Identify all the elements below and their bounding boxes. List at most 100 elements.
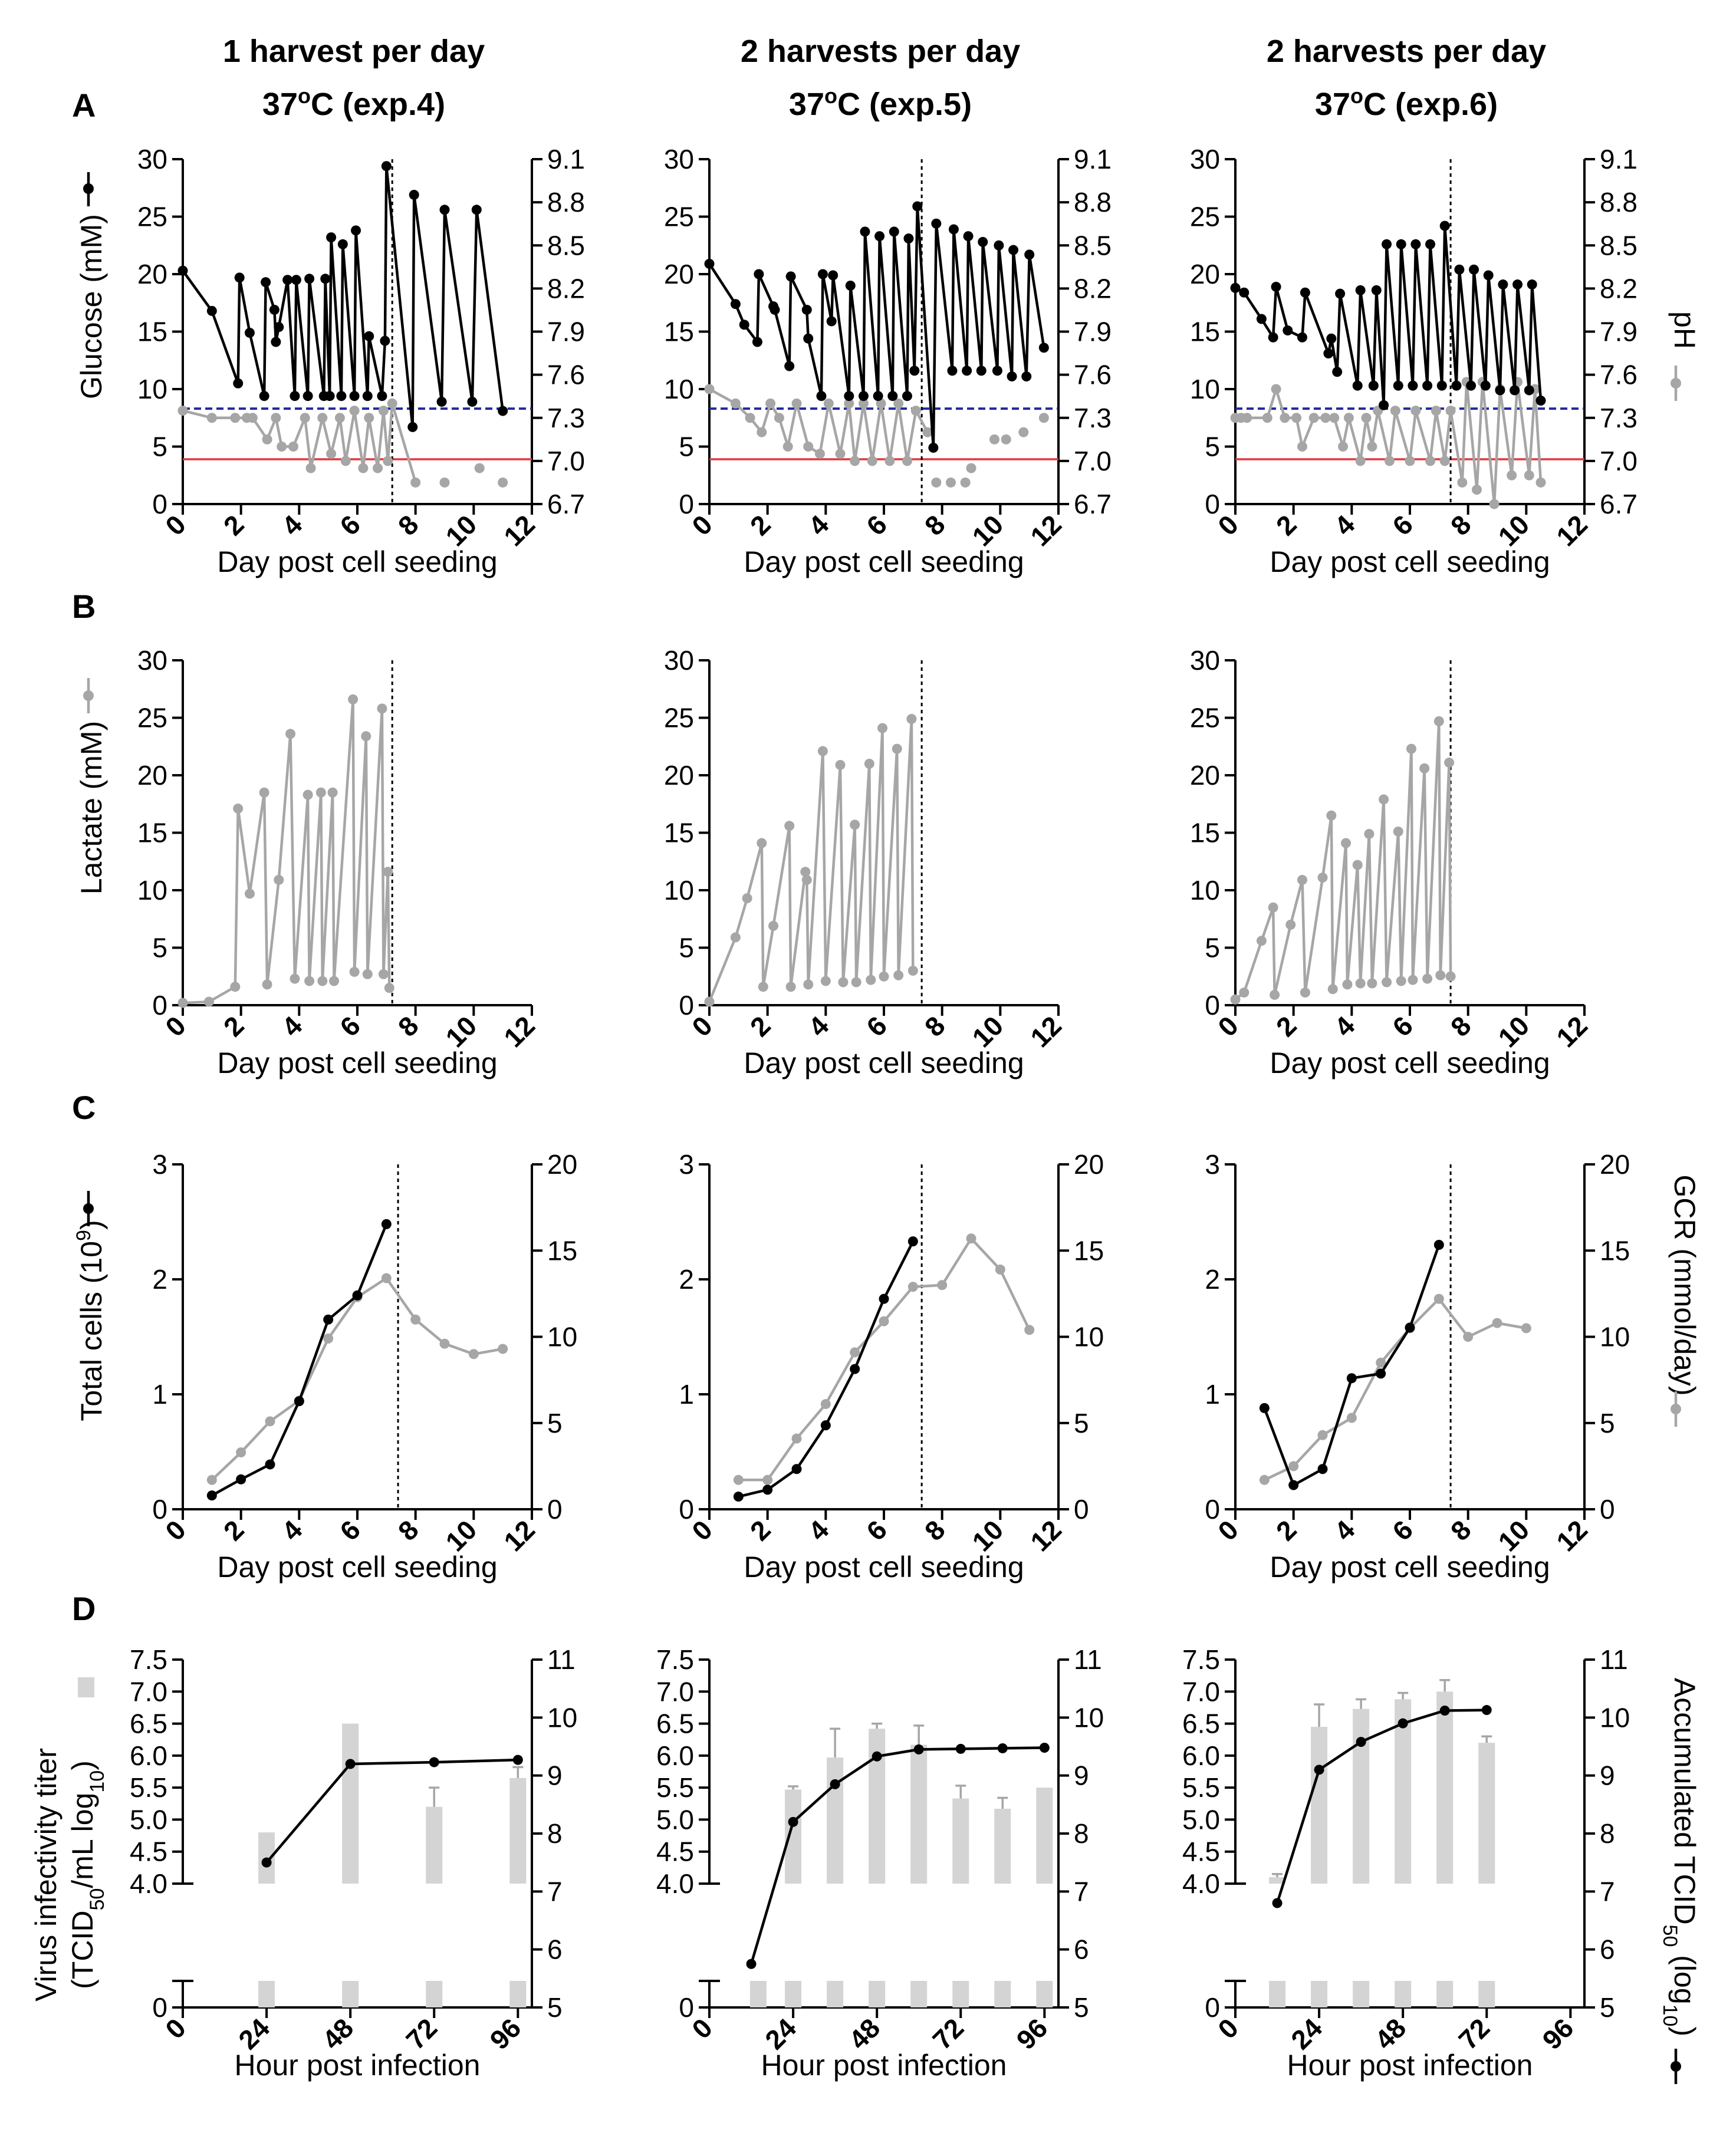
y-tick-label-right: 5 — [547, 1992, 563, 2023]
glucose-point — [1271, 281, 1281, 292]
lactate-point — [1435, 970, 1446, 980]
y-tick-label-right: 7 — [547, 1876, 563, 1907]
ph-point — [1280, 413, 1290, 423]
y-tick-label: 6.5 — [656, 1709, 694, 1739]
titer-bar — [1269, 1877, 1286, 1884]
glucose-point — [1524, 385, 1534, 396]
glucose-point — [326, 232, 337, 243]
y-tick-label-right: 8.5 — [1600, 230, 1637, 261]
lactate-point — [1352, 860, 1363, 870]
total-cells-line — [738, 1240, 915, 1498]
glucose-line — [1234, 225, 1543, 406]
y-tick-label-right: 7.9 — [547, 317, 585, 347]
lactate-point — [785, 982, 796, 992]
glucose-point — [976, 366, 987, 376]
y-tick-label: 20 — [137, 259, 167, 289]
ph-point — [858, 398, 869, 409]
ph-point — [1343, 413, 1354, 423]
y-tick-label: 1 — [679, 1379, 694, 1410]
titer-legend-icon — [78, 1677, 94, 1697]
lactate-point — [259, 787, 269, 798]
y-tick-label-right: 8.5 — [547, 230, 585, 261]
glucose-point — [1535, 396, 1546, 406]
gcr-point — [995, 1264, 1005, 1275]
ph-point — [745, 413, 755, 423]
y-tick-label: 20 — [664, 259, 694, 289]
y-tick-label: 10 — [664, 374, 694, 404]
y-tick-label-right: 9.1 — [1600, 144, 1637, 175]
ph-point — [1524, 470, 1534, 480]
y-tick-label-right: 8 — [1074, 1818, 1089, 1849]
x-tick-label: 8 — [392, 1010, 425, 1042]
lactate-point — [1406, 743, 1416, 754]
y-tick-label: 2 — [152, 1264, 167, 1295]
y-tick-label: 20 — [137, 760, 167, 791]
ph-point — [1297, 442, 1307, 452]
titer-error-bar — [1398, 1691, 1409, 1700]
y-tick-label-right: 8 — [547, 1818, 563, 1849]
ph-point — [349, 406, 360, 416]
gcr-point — [733, 1474, 744, 1485]
y-tick-label-right: 7 — [1600, 1876, 1615, 1907]
x-tick-label: 6 — [1386, 509, 1419, 541]
ph-point — [850, 456, 860, 466]
lactate-point — [803, 979, 814, 990]
ph-point — [340, 456, 351, 466]
gcr-legend-icon — [1671, 1391, 1681, 1427]
y-tick-label: 5 — [1205, 432, 1220, 462]
x-tick-label: 4 — [803, 509, 835, 541]
ph-point — [358, 463, 369, 473]
y-tick-label: 5 — [1205, 933, 1220, 963]
glucose-point — [1283, 325, 1293, 336]
ph-point — [1390, 406, 1400, 416]
y-tick-label: 25 — [664, 703, 694, 733]
panel-label-d: D — [72, 1590, 96, 1627]
x-tick-label: 12 — [498, 1010, 541, 1053]
y-tick-label: 4.0 — [656, 1868, 694, 1899]
y-tick-label: 30 — [137, 645, 167, 676]
x-tick-label: 96 — [484, 2012, 527, 2055]
titer-error-bar — [830, 1727, 841, 1758]
y-tick-label: 30 — [1190, 144, 1220, 175]
ph-point — [922, 427, 933, 437]
x-tick-label: 4 — [803, 1514, 835, 1546]
titer-bar — [1436, 1691, 1454, 1884]
ph-point — [1355, 456, 1366, 466]
titer-error-bar — [788, 1785, 799, 1790]
y-tick-label-right: 20 — [1074, 1149, 1104, 1180]
accumulated-titer-point — [830, 1779, 840, 1789]
glucose-point — [362, 391, 373, 401]
x-tick-label: 12 — [1024, 509, 1067, 552]
ph-point — [931, 477, 942, 488]
x-tick-label: 4 — [276, 1514, 308, 1546]
glucose-point — [1495, 385, 1505, 396]
ph-point — [1367, 442, 1377, 452]
gcr-point — [439, 1338, 450, 1349]
ph-point — [1320, 413, 1331, 423]
glucose-point — [1382, 239, 1392, 249]
accumulated-titer-point — [1398, 1718, 1408, 1729]
glucose-point — [1256, 314, 1267, 324]
gcr-point — [879, 1316, 889, 1326]
glucose-point — [261, 277, 271, 288]
y-tick-label: 6.0 — [130, 1740, 167, 1771]
lactate-point — [1367, 978, 1377, 989]
glucose-point — [1379, 400, 1389, 410]
accumulated-titer-point — [1039, 1742, 1050, 1753]
ph-point — [989, 434, 999, 445]
titer-error-bar — [1356, 1698, 1367, 1709]
gcr-point — [206, 1474, 217, 1485]
glucose-point — [978, 236, 988, 247]
lactate-point — [262, 979, 272, 990]
glucose-point — [271, 337, 281, 347]
lactate-point — [1239, 988, 1249, 998]
x-tick-label: 2 — [218, 1010, 250, 1042]
x-tick-label: 6 — [860, 1010, 893, 1042]
glucose-point — [963, 231, 974, 242]
y-tick-label: 7.5 — [1182, 1644, 1220, 1675]
y-tick-label-right: 0 — [1600, 1494, 1615, 1525]
y-tick-label: 3 — [1205, 1149, 1220, 1180]
titer-bar — [1395, 1699, 1412, 1884]
y-tick-label: 15 — [137, 317, 167, 347]
